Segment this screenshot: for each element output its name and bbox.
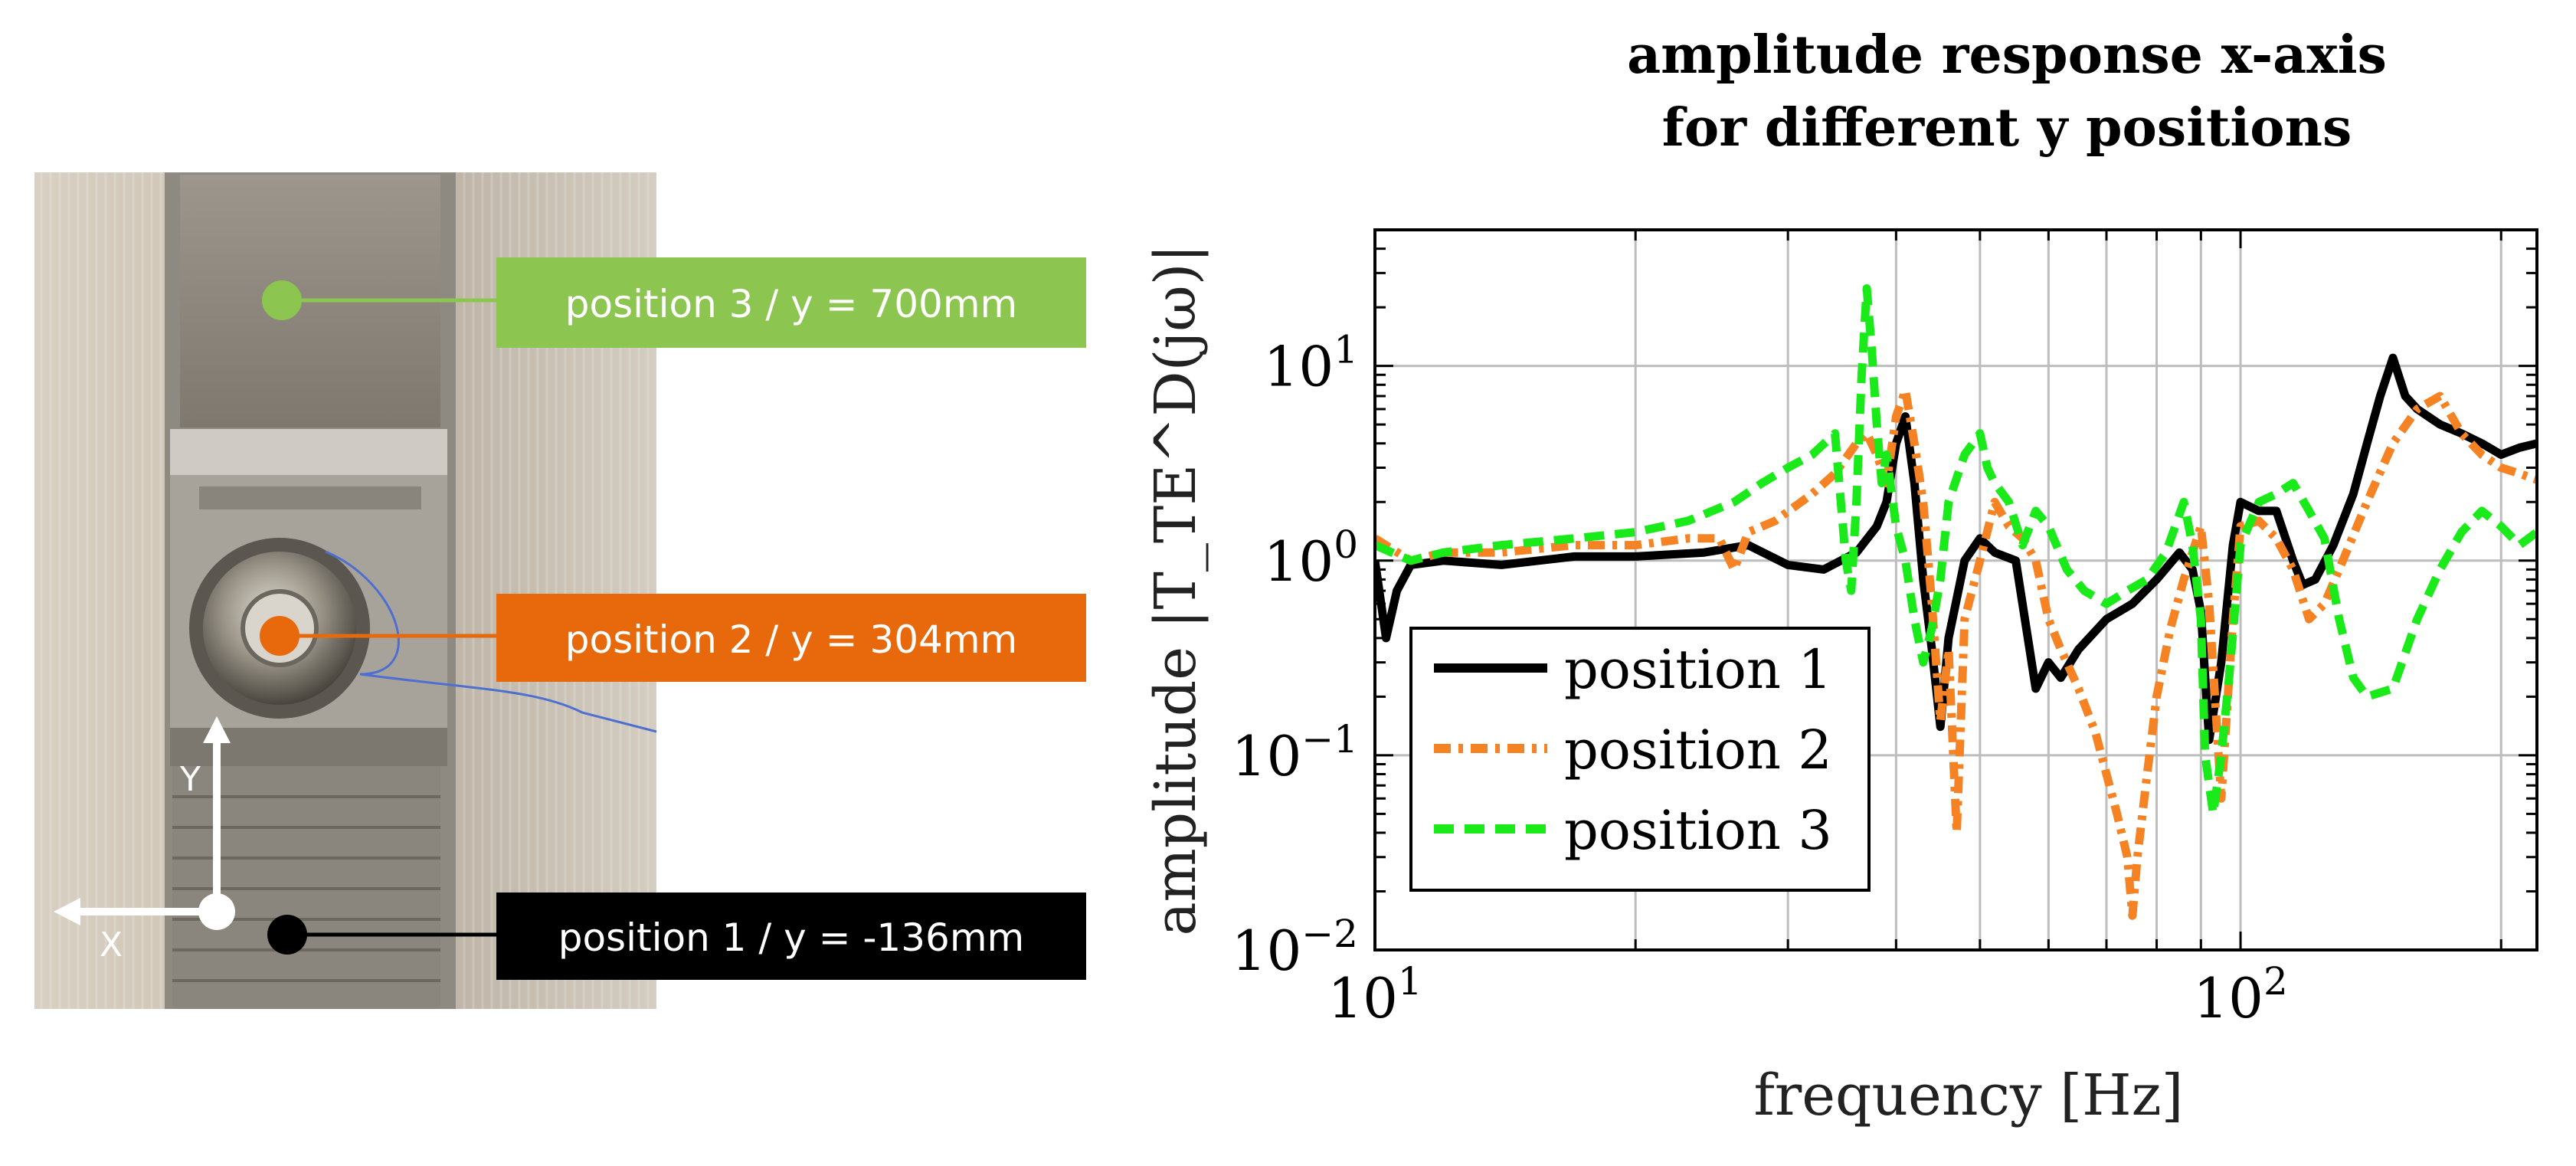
position-2-label: position 2 / y = 304mm	[565, 617, 1018, 662]
tick-labels: 101 102 10−2 10−1 100 101	[1232, 328, 2288, 1030]
chart-title-line1: amplitude response x-axis	[1627, 25, 2387, 86]
legend: position 1 position 2 position 3	[1409, 627, 1871, 892]
origin-marker	[198, 893, 235, 930]
position-3-label: position 3 / y = 700mm	[565, 282, 1018, 326]
legend-label-1: position 1	[1564, 638, 1832, 701]
legend-label-3: position 3	[1564, 799, 1832, 862]
position-3-label-box	[496, 257, 1086, 348]
x-axis-title: frequency [Hz]	[1753, 1063, 2183, 1128]
y-tick-label: 10−1	[1232, 717, 1358, 788]
chart-title-line2: for different y positions	[1662, 97, 2352, 159]
sensor-cable	[325, 550, 657, 733]
position-2-label-box	[496, 594, 1086, 682]
x-tick-label: 101	[1327, 959, 1422, 1030]
data-series	[1375, 284, 2537, 920]
legend-label-2: position 2	[1564, 719, 1832, 781]
position-1-marker	[267, 915, 499, 955]
coordinate-system	[69, 732, 221, 915]
series-line-2	[1375, 385, 2537, 920]
series-line-3	[1375, 284, 2537, 818]
machine-photo: Y X position 3 / y = 700mm position 2 / …	[34, 172, 1086, 1009]
position-1-label-box	[496, 893, 1086, 980]
y-tick-label: 101	[1264, 328, 1358, 399]
top-plate	[170, 429, 447, 475]
position-1-label: position 1 / y = -136mm	[558, 915, 1025, 960]
x-tick-label: 102	[2193, 959, 2287, 1030]
x-axis-label: X	[100, 925, 123, 965]
y-axis-title: amplitude |T_TE^D(jω)|	[1143, 244, 1209, 935]
position-2-marker	[260, 616, 499, 656]
amplitude-chart: amplitude response x-axis for different …	[1143, 25, 2538, 1128]
y-tick-label: 10−2	[1232, 912, 1358, 983]
position-3-marker	[262, 280, 499, 320]
ticks	[1373, 228, 2537, 951]
y-tick-label: 100	[1264, 522, 1358, 594]
y-axis-label: Y	[179, 760, 201, 799]
series-line-1	[1375, 353, 2537, 745]
